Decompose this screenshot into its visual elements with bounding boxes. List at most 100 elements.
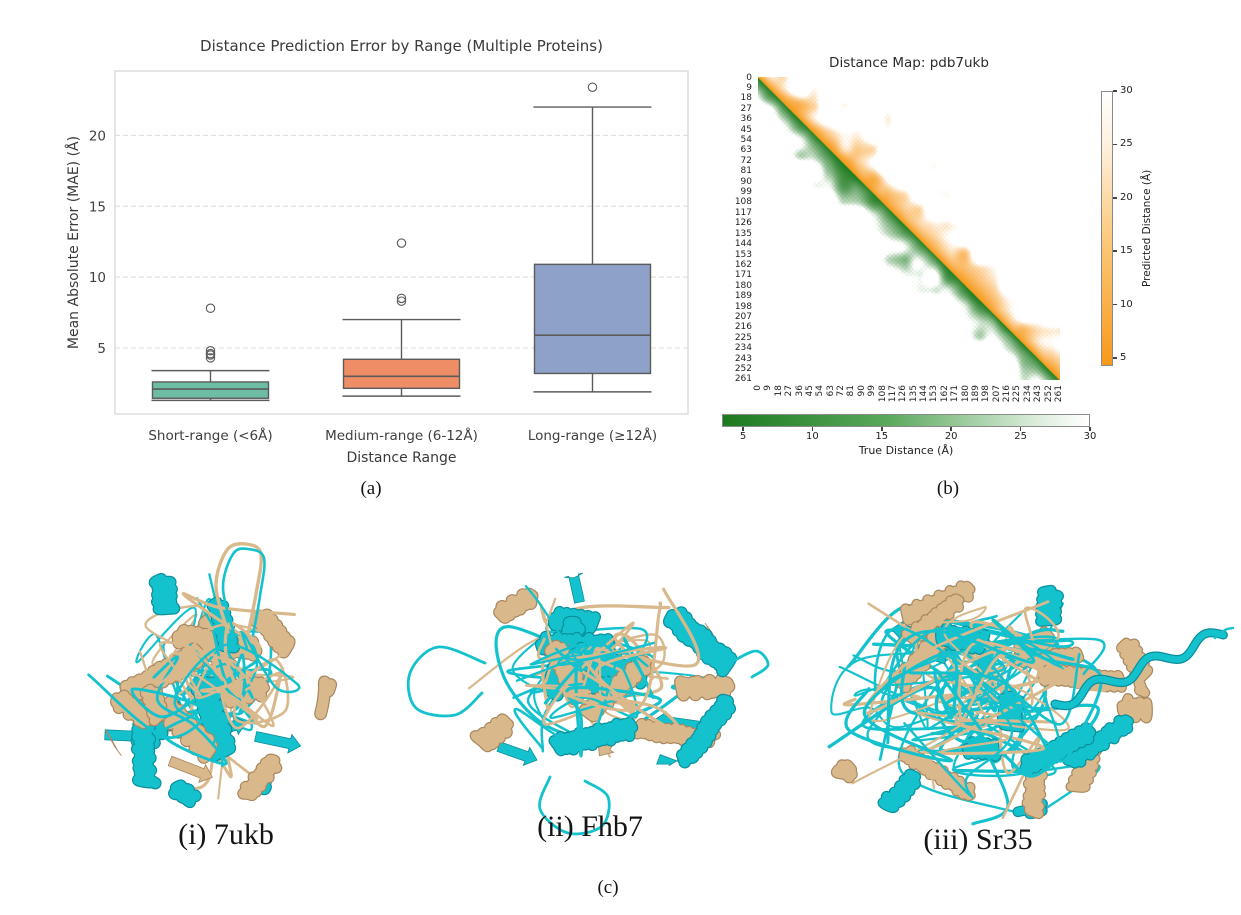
iqr-box (533, 263, 652, 375)
heatmap-y-tick-label: 171 (734, 270, 752, 281)
heatmap-x-tick-label: 180 (960, 385, 971, 403)
y-tick-label: 20 (89, 128, 106, 144)
ribbon-loop (138, 623, 294, 699)
tail-helix (1051, 629, 1227, 710)
ribbon-beta-sheet (564, 572, 585, 604)
colorbar-tick-label: 5 (1120, 352, 1127, 363)
ribbon-helix (494, 588, 538, 623)
heatmap-x-tick-label: 0 (753, 385, 764, 391)
x-category-label: Short-range (<6Å) (148, 427, 272, 444)
colorbar-tick-label: 10 (806, 431, 819, 442)
ribbon-helix (664, 607, 737, 677)
caption-b: (b) (936, 478, 960, 499)
outlier-point (396, 238, 407, 248)
heatmap-y-tick-label: 216 (734, 322, 752, 333)
heatmap-x-tick-label: 162 (939, 385, 950, 403)
true-distance-colorbar (722, 414, 1090, 427)
heatmap-x-tick-label: 63 (825, 385, 836, 397)
ribbon-loop (130, 655, 259, 766)
protein-ribbon-7ukb (87, 541, 338, 809)
box-0 (151, 303, 270, 402)
distance-map-heatmap (758, 77, 1060, 380)
ribbon-helix (675, 674, 735, 701)
ribbon-loop (873, 626, 1081, 726)
colorbar-tick-mark (1113, 197, 1117, 199)
heatmap-y-tick-label: 153 (734, 249, 752, 260)
colorbar-tick-mark (950, 427, 952, 431)
heatmap-y-tick-label: 225 (734, 332, 752, 343)
colorbar-tick-mark (1113, 357, 1117, 359)
protein-label-sr35: (iii) Sr35 (923, 823, 1033, 856)
heatmap-y-tick-label: 207 (734, 311, 752, 322)
ribbon-helix (470, 714, 513, 752)
outlier-point (205, 303, 216, 314)
colorbar-tick-mark (1113, 90, 1117, 92)
heatmap-y-tick-label: 36 (740, 114, 752, 125)
ribbon-loop (524, 597, 602, 721)
outlier-point (396, 293, 407, 304)
ribbon-loop (863, 600, 1073, 721)
ribbon-helix (832, 760, 857, 783)
colorbar-tick-mark (742, 427, 744, 431)
heatmap-x-tick-label: 45 (804, 385, 815, 397)
iqr-box (342, 358, 461, 390)
ribbon-helix (238, 754, 282, 800)
heatmap-x-tick-label: 144 (919, 385, 930, 403)
ribbon-loop (867, 602, 1060, 689)
colorbar-tick-label: 15 (875, 431, 889, 442)
surface-loop (221, 547, 266, 637)
heatmap-x-tick-label: 207 (991, 385, 1002, 403)
colorbar-tick-label: 25 (1120, 138, 1133, 150)
colorbar-tick-label: 30 (1120, 85, 1133, 96)
ribbon-beta-sheet (167, 755, 213, 783)
protein-label-fhb7: (ii) Fhb7 (537, 810, 643, 843)
ribbon-helix (1117, 694, 1152, 723)
outlier-point (205, 348, 216, 359)
heatmap-y-tick-label: 18 (740, 93, 752, 104)
heatmap-x-tick-label: 189 (970, 385, 981, 403)
ribbon-loop (543, 637, 663, 758)
protein-ribbon-fhb7 (406, 572, 770, 836)
y-tick-label: 10 (89, 270, 106, 286)
heatmap-x-tick-label: 36 (794, 385, 805, 397)
heatmap-y-tick-label: 144 (734, 239, 752, 250)
ribbon-loop (513, 636, 655, 750)
ribbon-helix (132, 717, 161, 789)
boxplot-chart: 5 10 15 20 Short-range (<6Å) Medium-range (6-… (65, 37, 689, 466)
box-2 (533, 82, 652, 393)
ribbon-helix (899, 746, 975, 800)
colorbar-tick-mark (1019, 427, 1022, 431)
ribbon-loop (524, 585, 655, 673)
heatmap-x-tick-label: 243 (1033, 385, 1044, 403)
y-tick-label: 15 (89, 199, 106, 215)
ribbon-helix (878, 769, 920, 812)
y-tick-label: 5 (97, 341, 106, 357)
heatmap-y-tick-label: 180 (734, 280, 752, 291)
tail-tip (1213, 626, 1235, 640)
heatmap-x-tick-label: 18 (773, 385, 784, 397)
colorbar-tick-mark (811, 427, 814, 431)
surface-loop (406, 645, 487, 718)
heatmap-y-tick-label: 252 (734, 364, 752, 374)
heatmap-y-tick-label: 189 (734, 291, 752, 302)
ribbon-beta-sheet (496, 741, 538, 766)
ribbon-beta-sheet (254, 731, 302, 754)
true-colorbar-label: True Distance (Å) (858, 444, 954, 457)
colorbar-tick-mark (881, 427, 883, 431)
heatmap-y-tick-label: 45 (740, 124, 752, 135)
heatmap-x-tick-label: 90 (856, 385, 867, 397)
heatmap-y-tick-label: 198 (734, 301, 752, 312)
heatmap-x-tick-label: 108 (877, 385, 888, 403)
ribbon-helix (677, 694, 735, 768)
ribbon-helix (315, 676, 336, 720)
colorbar-tick-label: 25 (1014, 431, 1027, 442)
heatmap-y-tick-label: 234 (734, 343, 752, 354)
heatmap-x-tick-label: 252 (1043, 385, 1054, 403)
outlier-point (587, 82, 598, 92)
ribbon-helix (1063, 715, 1133, 768)
heatmap-x-tick-label: 198 (981, 385, 992, 403)
surface-loop (538, 775, 611, 836)
heatmap-y-tick-label: 162 (734, 259, 752, 270)
ribbon-loop (563, 601, 684, 737)
protein-ribbon-sr35 (827, 580, 1235, 826)
